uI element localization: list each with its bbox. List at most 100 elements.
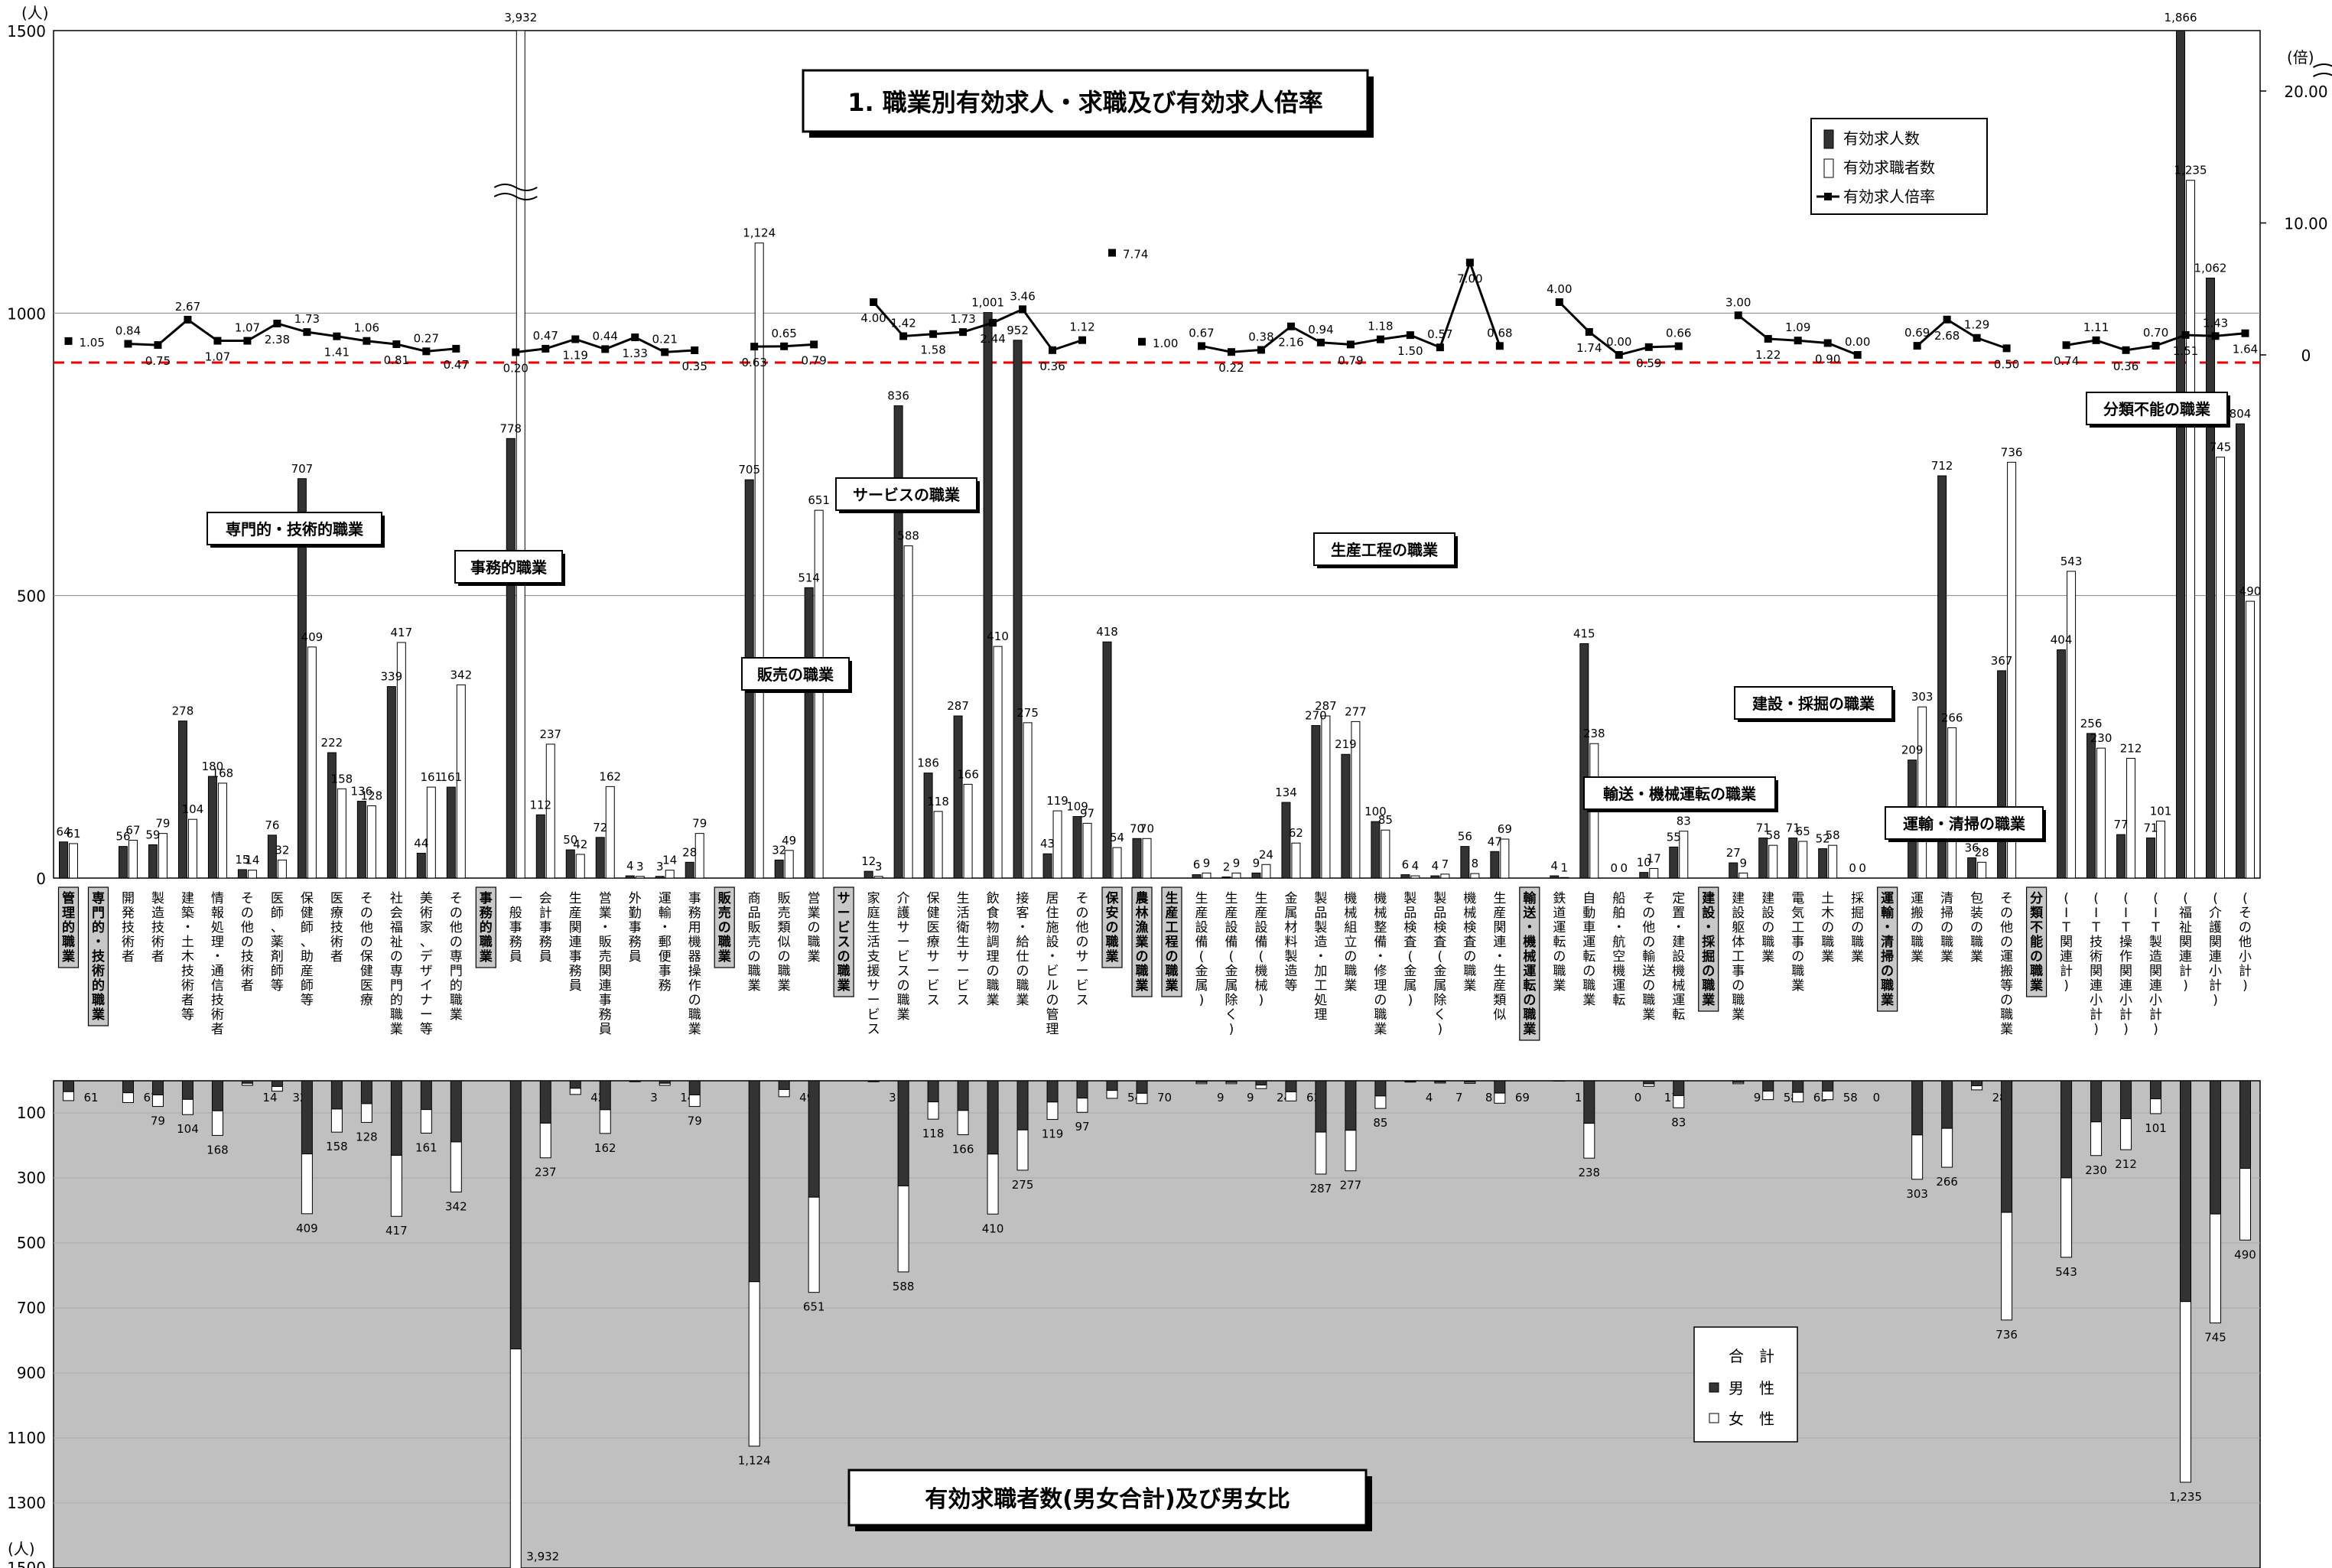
- ratio-value-label: 0.36: [2113, 359, 2138, 373]
- seekers-bar: [307, 646, 317, 879]
- ratio-value-label: 1.06: [354, 321, 379, 335]
- openings-bar: [625, 875, 635, 879]
- openings-bar: [953, 715, 963, 879]
- openings-value-label: 270: [1305, 709, 1327, 723]
- openings-value-label: 6: [1402, 858, 1410, 872]
- ratio-point: [213, 337, 222, 345]
- bottom-value-label: 70: [1157, 1091, 1172, 1104]
- seekers-value-label: 230: [2090, 731, 2112, 745]
- ratio-point: [64, 337, 73, 345]
- seekers-bar: [635, 876, 645, 879]
- title-box: [802, 69, 1369, 133]
- ratio-value-label: 0.68: [1487, 326, 1512, 340]
- ratio-value-label: 1.05: [79, 336, 104, 350]
- openings-bar: [535, 814, 545, 879]
- seekers-bar: [1112, 847, 1122, 879]
- openings-bar: [1311, 725, 1321, 879]
- seekers-value-label: 162: [599, 769, 621, 783]
- openings-value-label: 36: [1965, 841, 1979, 854]
- bottom-tick-label: 300: [17, 1169, 46, 1187]
- seekers-value-label: 58: [1826, 828, 1840, 842]
- ratio-value-label: 0.70: [2143, 326, 2168, 340]
- axis-break-mark: [493, 184, 538, 200]
- male-bar: [2001, 1080, 2013, 1213]
- ratio-value-label: 1.50: [1397, 344, 1423, 358]
- category-label: 居住施設・ビルの管理: [1046, 891, 1059, 1037]
- openings-bar: [2236, 423, 2246, 879]
- openings-bar: [595, 837, 605, 879]
- legend-openings-swatch: [1823, 129, 1834, 149]
- male-bar: [181, 1080, 194, 1100]
- bottom-legend-female: 女 性: [1729, 1410, 1774, 1428]
- female-bar: [1643, 1083, 1655, 1087]
- bottom-value-label: 14: [262, 1091, 277, 1104]
- ratio-value-label: 7.00: [1457, 272, 1482, 285]
- openings-value-label: 278: [172, 704, 194, 718]
- category-label: その他の技術者: [241, 891, 254, 994]
- male-bar: [420, 1080, 432, 1111]
- openings-value-label: 3: [656, 860, 664, 873]
- seekers-value-label: 275: [1016, 706, 1039, 720]
- category-label-box: [2026, 886, 2047, 997]
- female-bar: [241, 1082, 253, 1086]
- female-bar: [569, 1088, 581, 1095]
- category-label: 医療技術者: [330, 891, 343, 965]
- ratio-point: [601, 345, 610, 353]
- category-label: 清掃の職業: [1940, 891, 1953, 965]
- seekers-value-label: 104: [182, 802, 204, 816]
- seekers-bar: [1351, 721, 1361, 879]
- seekers-value-label: 3,932: [504, 11, 537, 24]
- bottom-value-label: 9: [1247, 1091, 1254, 1104]
- openings-bar: [655, 876, 665, 879]
- ratio-point: [2062, 341, 2070, 350]
- bottom-value-label: 128: [356, 1130, 378, 1143]
- openings-bar: [267, 834, 277, 879]
- ratio-point: [1346, 340, 1355, 349]
- openings-bar: [565, 849, 575, 879]
- bottom-tick-label: 1500: [7, 1559, 46, 1568]
- group-label: 分類不能の職業: [2103, 400, 2211, 418]
- female-bar: [1016, 1129, 1029, 1171]
- openings-bar: [237, 869, 247, 879]
- bottom-value-label: 745: [2204, 1331, 2226, 1345]
- male-bar: [987, 1080, 999, 1155]
- openings-value-label: 186: [917, 756, 939, 770]
- seekers-value-label: 0: [1859, 861, 1866, 875]
- openings-value-label: 136: [351, 785, 373, 799]
- ratio-point: [243, 337, 252, 345]
- openings-value-label: 71: [1786, 821, 1800, 835]
- openings-bar: [1341, 753, 1351, 879]
- left-tick-label: 500: [17, 587, 46, 606]
- ratio-value-label: 1.51: [2173, 344, 2198, 358]
- ratio-value-label: 1.09: [1785, 320, 1810, 334]
- seekers-bar: [1082, 822, 1092, 879]
- seekers-value-label: 237: [539, 727, 561, 741]
- bottom-value-label: 166: [952, 1143, 974, 1156]
- ratio-value-label: 2.68: [1934, 329, 1960, 343]
- female-bar: [181, 1098, 194, 1115]
- female-bar: [1255, 1085, 1267, 1089]
- category-label: その他の輸送の職業: [1642, 891, 1655, 1023]
- ratio-value-label: 0.66: [1666, 327, 1691, 340]
- ratio-value-label: 2.44: [980, 332, 1005, 346]
- ratio-value-label: 0.75: [145, 354, 171, 368]
- left-unit-label: (人): [21, 4, 49, 22]
- category-label: 分類不能の職業: [2029, 891, 2044, 994]
- seekers-bar: [1202, 872, 1212, 879]
- female-bar: [62, 1091, 74, 1101]
- ratio-point: [542, 344, 550, 353]
- male-bar: [450, 1080, 462, 1143]
- openings-bar: [1132, 838, 1142, 879]
- legend-seekers-swatch: [1823, 158, 1834, 178]
- category-label: その他の運搬等の職業: [2000, 891, 2013, 1037]
- category-label-box: [1698, 886, 1719, 1012]
- seekers-bar: [426, 786, 436, 879]
- category-label: 社会福祉の専門的職業: [390, 891, 403, 1037]
- female-bar: [1225, 1082, 1238, 1085]
- seekers-value-label: 69: [1498, 822, 1512, 836]
- seekers-bar: [1977, 861, 1987, 879]
- seekers-value-label: 651: [808, 493, 830, 507]
- male-bar: [539, 1080, 551, 1124]
- bottom-tick-label: 1100: [7, 1429, 46, 1447]
